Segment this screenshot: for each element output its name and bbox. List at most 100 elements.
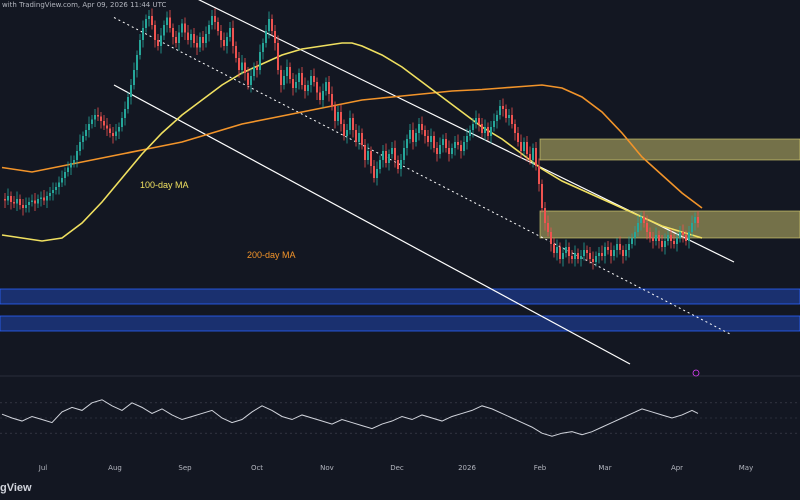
ma100-label: 100-day MA bbox=[140, 180, 189, 190]
candle-body-211 bbox=[634, 232, 636, 238]
candle-body-120 bbox=[361, 133, 363, 145]
candle-body-139 bbox=[418, 124, 420, 133]
candle-body-79 bbox=[238, 58, 240, 70]
candle-body-80 bbox=[241, 62, 243, 70]
candle-body-177 bbox=[532, 148, 534, 160]
candle-body-94 bbox=[283, 76, 285, 85]
candle-body-1 bbox=[4, 199, 6, 201]
x-tick-2026: 2026 bbox=[458, 464, 476, 472]
candle-body-69 bbox=[208, 25, 210, 34]
candle-body-108 bbox=[325, 82, 327, 91]
candle-body-221 bbox=[664, 241, 666, 247]
candle-body-31 bbox=[94, 115, 96, 120]
candle-body-82 bbox=[247, 73, 249, 85]
candle-body-132 bbox=[397, 160, 399, 169]
candle-body-150 bbox=[451, 148, 453, 154]
candle-body-189 bbox=[568, 247, 570, 256]
candle-body-184 bbox=[553, 244, 555, 253]
candle-body-161 bbox=[484, 127, 486, 133]
candle-body-110 bbox=[331, 94, 333, 106]
candle-body-204 bbox=[613, 250, 615, 256]
candle-body-142 bbox=[427, 136, 429, 142]
candle-body-15 bbox=[46, 196, 48, 201]
candle-body-148 bbox=[445, 139, 447, 148]
candle-body-193 bbox=[580, 256, 582, 259]
candle-body-38 bbox=[115, 131, 117, 136]
candle-body-169 bbox=[508, 115, 510, 118]
x-tick-apr: Apr bbox=[671, 464, 683, 472]
candle-body-136 bbox=[409, 130, 411, 139]
candle-body-7 bbox=[22, 205, 24, 208]
candle-body-228 bbox=[685, 235, 687, 241]
candle-body-71 bbox=[214, 16, 216, 22]
candle-body-171 bbox=[514, 124, 516, 133]
candle-body-144 bbox=[433, 136, 435, 148]
candle-body-85 bbox=[256, 67, 258, 70]
candle-body-166 bbox=[499, 106, 501, 115]
candle-body-149 bbox=[448, 148, 450, 154]
candle-body-24 bbox=[73, 160, 75, 163]
candle-body-126 bbox=[379, 160, 381, 169]
candle-body-4 bbox=[13, 202, 15, 204]
candle-body-160 bbox=[481, 124, 483, 133]
candle-body-2 bbox=[7, 196, 9, 201]
candle-body-203 bbox=[610, 250, 612, 256]
candle-body-96 bbox=[289, 67, 291, 79]
candle-body-50 bbox=[151, 16, 153, 25]
candle-body-170 bbox=[511, 115, 513, 124]
candle-body-194 bbox=[583, 250, 585, 256]
candle-body-131 bbox=[394, 148, 396, 160]
candle-body-27 bbox=[82, 136, 84, 142]
candle-body-202 bbox=[607, 247, 609, 250]
candle-body-217 bbox=[652, 238, 654, 241]
candle-body-41 bbox=[124, 109, 126, 118]
candle-body-218 bbox=[655, 235, 657, 241]
candle-body-45 bbox=[136, 55, 138, 70]
x-tick-jul: Jul bbox=[38, 464, 48, 472]
candle-body-198 bbox=[595, 256, 597, 262]
candle-body-25 bbox=[76, 151, 78, 160]
ma200-label: 200-day MA bbox=[247, 250, 296, 260]
candle-body-207 bbox=[622, 250, 624, 256]
candle-body-106 bbox=[319, 92, 321, 100]
candle-body-128 bbox=[385, 151, 387, 163]
candle-body-19 bbox=[58, 182, 60, 187]
candle-body-229 bbox=[688, 232, 690, 241]
candle-body-114 bbox=[343, 124, 345, 136]
candle-body-66 bbox=[199, 37, 201, 48]
candle-body-93 bbox=[280, 70, 282, 85]
candle-body-111 bbox=[334, 106, 336, 121]
candle-body-11 bbox=[34, 200, 36, 204]
candle-body-117 bbox=[352, 118, 354, 130]
candle-body-138 bbox=[415, 133, 417, 142]
candle-body-22 bbox=[67, 167, 69, 172]
candle-body-29 bbox=[88, 124, 90, 130]
candle-body-141 bbox=[424, 130, 426, 136]
candle-body-3 bbox=[10, 196, 12, 202]
candle-body-119 bbox=[358, 133, 360, 142]
candle-body-51 bbox=[154, 25, 156, 40]
candle-body-6 bbox=[19, 199, 21, 205]
candle-body-32 bbox=[97, 115, 99, 117]
candle-body-88 bbox=[265, 31, 267, 43]
candle-body-180 bbox=[541, 184, 543, 208]
candle-body-192 bbox=[577, 253, 579, 259]
candle-body-5 bbox=[16, 199, 18, 204]
candle-body-70 bbox=[211, 16, 213, 25]
candle-body-224 bbox=[673, 241, 675, 244]
candle-body-208 bbox=[625, 250, 627, 256]
candle-body-179 bbox=[538, 166, 540, 184]
candle-body-52 bbox=[157, 40, 159, 46]
candle-body-200 bbox=[601, 253, 603, 256]
candle-body-115 bbox=[346, 130, 348, 136]
candle-body-226 bbox=[679, 232, 681, 238]
candle-body-174 bbox=[523, 142, 525, 151]
candle-body-125 bbox=[376, 169, 378, 178]
candle-body-140 bbox=[421, 124, 423, 130]
candle-body-212 bbox=[637, 223, 639, 232]
candle-body-123 bbox=[370, 151, 372, 166]
supply-zone-1 bbox=[539, 138, 800, 161]
ma200-line bbox=[1, 84, 703, 209]
candle-body-173 bbox=[520, 142, 522, 151]
